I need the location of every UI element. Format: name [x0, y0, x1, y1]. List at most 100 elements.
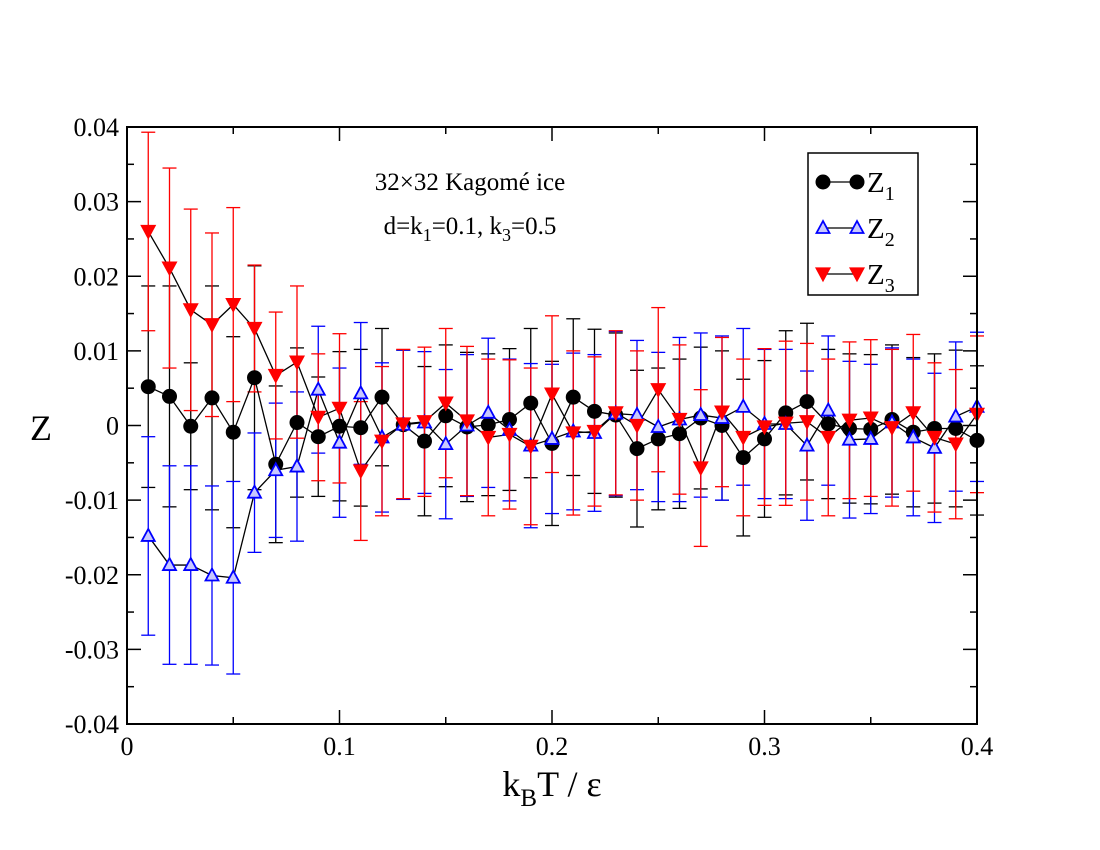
data-point-Z3 — [926, 430, 943, 446]
data-point-Z3 — [671, 412, 688, 428]
data-point-Z3 — [543, 387, 561, 403]
data-point-Z2 — [841, 430, 858, 446]
data-point-Z3 — [565, 426, 582, 442]
data-point-Z2 — [905, 428, 922, 444]
data-point-Z1 — [820, 416, 836, 432]
data-point-Z3 — [756, 420, 773, 436]
data-point-Z3 — [820, 430, 837, 446]
legend-marker-left — [814, 219, 832, 234]
y-tick-label: -0.03 — [65, 635, 119, 664]
data-point-Z1 — [629, 441, 645, 457]
data-point-Z3 — [225, 298, 242, 313]
data-point-Z1 — [310, 429, 326, 445]
data-point-Z2 — [310, 380, 327, 396]
data-point-Z3 — [947, 437, 964, 453]
data-point-Z1 — [587, 403, 602, 419]
legend-marker-left — [814, 267, 832, 283]
data-point-Z3 — [395, 417, 412, 433]
legend-item-Z3: Z3 — [814, 259, 895, 297]
data-point-Z3 — [458, 414, 476, 430]
data-point-Z3 — [203, 318, 221, 334]
data-point-Z2 — [480, 403, 497, 419]
y-tick-label: 0.03 — [74, 188, 120, 217]
series-Z2-line — [147, 387, 978, 579]
legend-marker-right — [848, 219, 866, 234]
y-tick-label: 0.04 — [74, 113, 120, 142]
data-point-Z3 — [777, 416, 794, 432]
data-point-Z2 — [926, 438, 943, 454]
data-point-Z3 — [501, 427, 518, 443]
y-axis-title: Z — [30, 408, 52, 448]
data-point-Z2 — [246, 483, 263, 499]
x-tick-label: 0.1 — [323, 732, 356, 761]
annotation-line-1: 32×32 Kagomé ice — [375, 169, 565, 196]
data-point-Z2 — [182, 556, 199, 571]
data-point-Z3 — [437, 396, 454, 412]
data-point-Z2 — [140, 527, 157, 542]
x-tick-label: 0.3 — [748, 732, 781, 761]
data-point-Z3 — [288, 355, 306, 371]
data-point-Z1 — [140, 379, 156, 395]
data-point-Z3 — [883, 421, 901, 437]
data-point-Z1 — [247, 370, 262, 386]
legend-label: Z1 — [867, 167, 895, 205]
data-point-Z3 — [267, 368, 284, 384]
data-point-Z2 — [288, 457, 306, 473]
data-point-Z2 — [862, 430, 879, 445]
data-point-Z1 — [204, 390, 220, 406]
data-point-Z1 — [183, 418, 199, 434]
data-point-Z3 — [331, 401, 348, 417]
data-point-Z3 — [310, 410, 327, 426]
data-point-Z2 — [203, 566, 221, 582]
data-point-Z3 — [692, 461, 709, 477]
data-point-Z3 — [140, 224, 157, 240]
y-tick-label: -0.04 — [65, 710, 119, 739]
series-Z3-points — [140, 224, 986, 480]
annotation-line-2: d=k1=0.1, k3=0.5 — [384, 213, 557, 245]
data-point-Z1 — [948, 420, 964, 436]
data-point-Z1 — [672, 426, 687, 442]
data-point-Z2 — [820, 401, 837, 417]
data-point-Z1 — [565, 389, 581, 405]
data-point-Z3 — [650, 383, 667, 398]
data-point-Z2 — [735, 397, 752, 413]
y-tick-label: -0.02 — [65, 561, 119, 590]
x-tick-label: 0.4 — [961, 732, 994, 761]
data-point-Z2 — [650, 418, 667, 433]
data-point-Z3 — [352, 464, 369, 480]
y-tick-label: 0 — [106, 412, 119, 441]
data-point-Z3 — [480, 430, 497, 446]
data-point-Z2 — [437, 435, 454, 451]
data-point-Z2 — [692, 406, 709, 421]
data-point-Z3 — [182, 303, 199, 319]
data-point-Z3 — [735, 430, 752, 446]
legend-item-Z1: Z1 — [815, 167, 895, 205]
data-point-Z2 — [331, 433, 348, 449]
legend-label: Z2 — [867, 213, 895, 251]
data-point-Z3 — [628, 418, 646, 434]
legend-marker-left — [815, 174, 831, 190]
y-tick-label: 0.02 — [74, 262, 120, 291]
data-point-Z3 — [161, 261, 178, 277]
data-point-Z2 — [543, 430, 561, 445]
data-point-Z1 — [353, 420, 369, 436]
data-point-Z1 — [480, 417, 496, 433]
data-point-Z3 — [373, 434, 391, 450]
y-tick-label: -0.01 — [65, 486, 119, 515]
data-point-Z3 — [798, 415, 816, 431]
legend: Z1 Z2 Z3 — [807, 152, 919, 297]
legend-label: Z3 — [867, 259, 895, 297]
data-point-Z3 — [713, 405, 731, 421]
data-point-Z3 — [841, 413, 858, 429]
data-point-Z2 — [798, 436, 816, 452]
series-Z1-errorbars — [141, 265, 984, 544]
series-Z1-line — [147, 375, 978, 467]
x-axis-title: kBT / ε — [502, 764, 601, 812]
x-tick-label: 0 — [121, 732, 134, 761]
data-point-Z3 — [862, 411, 879, 427]
data-point-Z2 — [352, 384, 369, 400]
data-point-Z1 — [162, 388, 177, 404]
data-point-Z3 — [905, 406, 922, 422]
data-point-Z1 — [523, 395, 539, 411]
